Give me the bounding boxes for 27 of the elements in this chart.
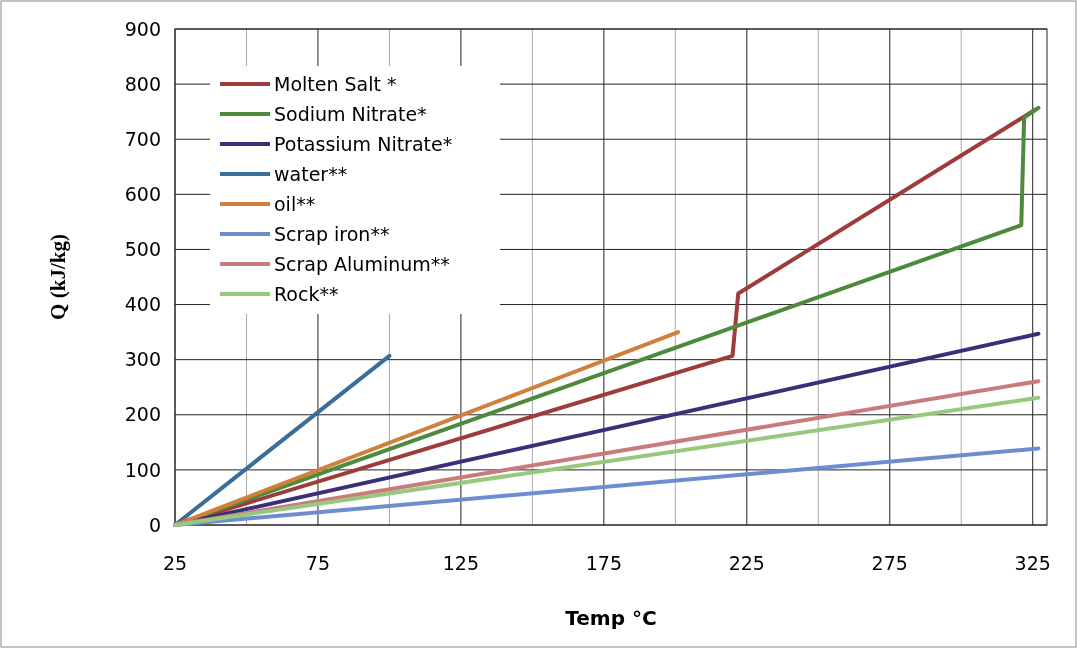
x-tick-label: 275 bbox=[871, 552, 908, 574]
y-tick-label: 100 bbox=[124, 458, 161, 481]
y-tick-label: 300 bbox=[124, 348, 161, 371]
x-axis-title: Temp °C bbox=[565, 606, 657, 630]
y-tick-label: 200 bbox=[124, 403, 161, 426]
x-tick-label: 75 bbox=[305, 552, 331, 574]
legend-label: Rock** bbox=[274, 282, 339, 305]
y-tick-label: 900 bbox=[124, 17, 161, 40]
y-tick-label: 800 bbox=[124, 72, 161, 95]
legend-label: Scrap Aluminum** bbox=[274, 252, 450, 275]
legend-label: Scrap iron** bbox=[274, 222, 390, 245]
y-tick-label: 0 bbox=[148, 513, 161, 536]
legend-label: Molten Salt * bbox=[274, 72, 397, 95]
x-tick-label: 175 bbox=[585, 552, 622, 574]
y-tick-label: 600 bbox=[124, 182, 161, 205]
x-tick-label: 125 bbox=[442, 552, 480, 574]
x-tick-label: 225 bbox=[728, 552, 765, 574]
y-tick-label: 500 bbox=[124, 238, 161, 261]
legend-label: Sodium Nitrate* bbox=[274, 102, 427, 125]
y-tick-label: 700 bbox=[124, 127, 161, 150]
legend-label: Potassium Nitrate* bbox=[274, 132, 453, 155]
x-tick-label: 25 bbox=[162, 552, 188, 574]
legend-label: oil** bbox=[274, 192, 316, 215]
y-tick-label: 400 bbox=[124, 293, 161, 316]
y-axis-title: Q (kJ/kg) bbox=[46, 234, 70, 320]
legend-label: water** bbox=[274, 162, 348, 185]
x-tick-label: 325 bbox=[1014, 552, 1051, 574]
